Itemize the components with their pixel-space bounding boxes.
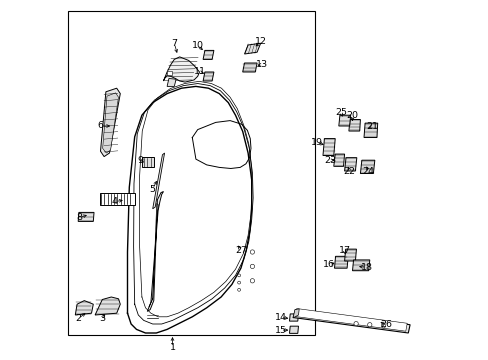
Text: 23: 23 xyxy=(324,156,336,165)
Polygon shape xyxy=(289,314,298,321)
Polygon shape xyxy=(75,301,93,315)
Circle shape xyxy=(381,324,385,328)
Text: 5: 5 xyxy=(149,184,155,194)
Text: 13: 13 xyxy=(255,60,267,69)
Circle shape xyxy=(250,279,254,283)
Text: 26: 26 xyxy=(380,320,392,329)
Text: 6: 6 xyxy=(97,122,103,130)
Text: 1: 1 xyxy=(169,343,175,352)
Circle shape xyxy=(237,274,240,277)
Polygon shape xyxy=(203,50,213,59)
Text: 2: 2 xyxy=(75,314,81,323)
Polygon shape xyxy=(292,310,409,333)
Polygon shape xyxy=(334,256,347,268)
Polygon shape xyxy=(163,57,199,82)
Polygon shape xyxy=(142,157,154,167)
Text: 8: 8 xyxy=(76,213,81,222)
Text: 25: 25 xyxy=(334,108,346,117)
Text: 16: 16 xyxy=(323,260,334,269)
Text: 15: 15 xyxy=(274,325,286,335)
Circle shape xyxy=(250,264,254,269)
Polygon shape xyxy=(322,139,335,156)
Polygon shape xyxy=(363,123,377,138)
Text: 17: 17 xyxy=(338,246,350,255)
Text: 27: 27 xyxy=(234,246,246,255)
Polygon shape xyxy=(360,160,374,174)
Text: 4: 4 xyxy=(112,197,118,206)
Polygon shape xyxy=(289,326,298,333)
Polygon shape xyxy=(352,260,369,271)
Polygon shape xyxy=(101,193,134,205)
Polygon shape xyxy=(344,249,356,261)
Text: 14: 14 xyxy=(274,313,286,322)
Polygon shape xyxy=(294,309,407,331)
Polygon shape xyxy=(344,158,356,171)
Polygon shape xyxy=(147,192,163,311)
Polygon shape xyxy=(78,212,94,221)
Bar xyxy=(167,71,171,75)
Polygon shape xyxy=(244,43,260,54)
Polygon shape xyxy=(338,115,350,126)
Polygon shape xyxy=(167,78,176,86)
Text: 19: 19 xyxy=(310,138,322,147)
Circle shape xyxy=(237,281,240,284)
Circle shape xyxy=(353,321,358,326)
Polygon shape xyxy=(242,63,257,72)
Text: 3: 3 xyxy=(99,314,105,323)
Text: 22: 22 xyxy=(343,166,355,175)
Circle shape xyxy=(367,323,371,327)
Polygon shape xyxy=(152,153,164,209)
Text: 7: 7 xyxy=(171,39,177,48)
Polygon shape xyxy=(348,120,360,131)
Circle shape xyxy=(237,288,240,291)
Text: 20: 20 xyxy=(346,111,358,120)
Text: 21: 21 xyxy=(366,122,378,131)
Bar xyxy=(68,11,314,335)
Polygon shape xyxy=(101,88,120,157)
Text: 12: 12 xyxy=(254,37,266,46)
Circle shape xyxy=(250,250,254,254)
Text: 9: 9 xyxy=(137,156,143,165)
Text: 11: 11 xyxy=(193,68,205,77)
Text: 10: 10 xyxy=(191,40,203,49)
Text: 24: 24 xyxy=(362,166,374,175)
Polygon shape xyxy=(292,309,299,318)
Polygon shape xyxy=(333,154,344,166)
Polygon shape xyxy=(102,93,118,153)
Polygon shape xyxy=(203,72,213,81)
Text: 18: 18 xyxy=(360,263,372,271)
Polygon shape xyxy=(95,297,120,315)
